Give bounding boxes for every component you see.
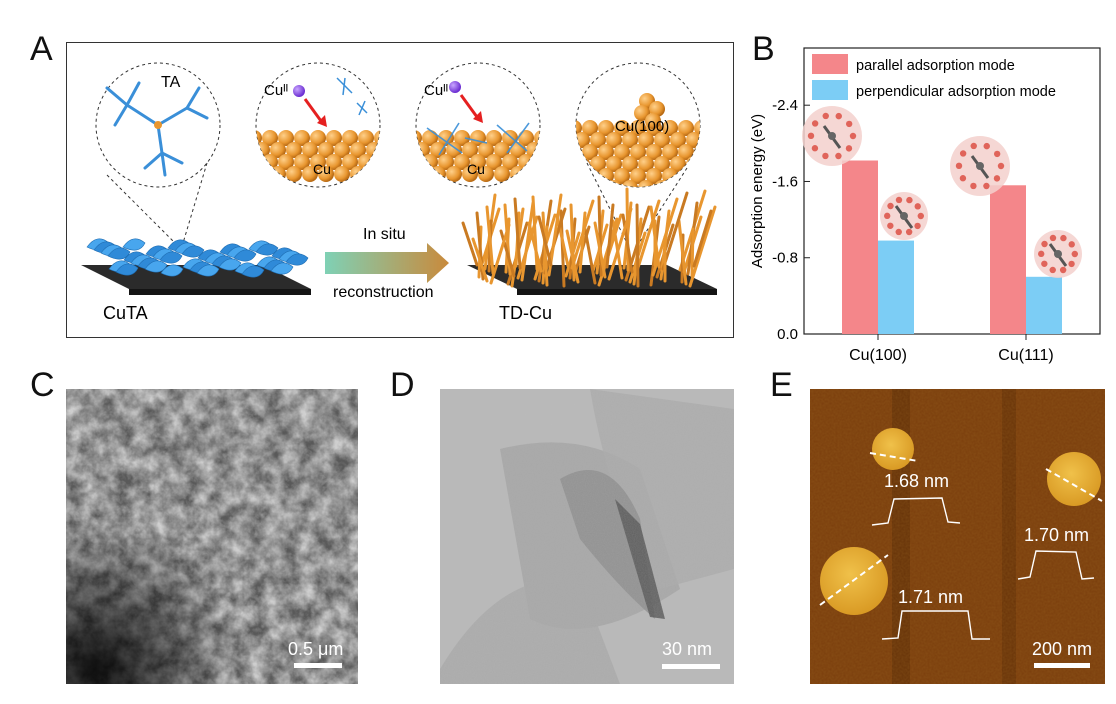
- scale-label-d: 30 nm: [662, 639, 713, 659]
- red-arrow-icon: [303, 98, 323, 122]
- red-arrow-icon-2: [459, 94, 479, 118]
- scale-bar-d: [662, 664, 720, 669]
- panel-a-letter: A: [30, 30, 53, 68]
- cu-label-2: Cu: [467, 161, 485, 177]
- y-tick-label: -0.8: [772, 250, 798, 267]
- ta-label: TA: [161, 74, 181, 91]
- flake-1: [872, 428, 914, 470]
- ta-molecule-icon: [105, 81, 209, 177]
- cu-label-1: Cu: [313, 161, 331, 177]
- tem-image: 30 nm: [440, 389, 734, 684]
- height-profile-3: [881, 610, 990, 640]
- panel-a-illustration: TA Cuᴵᴵ Cu Cuᴵᴵ Cu: [81, 62, 717, 323]
- y-axis-label: Adsorption energy (eV): [749, 114, 766, 268]
- afm-image: 1.68 nm 1.70 nm 1.71 nm 200 nm: [810, 389, 1105, 684]
- cu2-ion-icon-2: [449, 81, 461, 93]
- cu100-atoms: [576, 93, 700, 187]
- reconstruction-arrow-icon: [325, 243, 449, 283]
- bar-0-0: [842, 160, 878, 334]
- panel-c-letter: C: [30, 366, 55, 404]
- profile-label-2: 1.70 nm: [1024, 525, 1090, 545]
- height-profile-2: [1017, 550, 1095, 580]
- y-tick-label: 0.0: [777, 326, 798, 343]
- scale-label-c: 0.5 μm: [288, 639, 344, 659]
- panel-b-letter: B: [752, 30, 775, 68]
- cuta-film: [86, 238, 309, 278]
- bar-1-0: [878, 240, 914, 334]
- cu-nanowires: [461, 187, 717, 288]
- sem-image: 0.5 μm: [66, 389, 358, 684]
- bar-1-1: [1026, 276, 1062, 334]
- adsorption-energy-chart: -2.4 -1.6 -0.8 0.0 Adsorption energy (eV) Cu(…: [749, 47, 1101, 364]
- cu100-label: Cu(100): [615, 118, 669, 135]
- arrow-bottom-label: reconstruction: [333, 284, 434, 301]
- legend-swatch-0: [812, 54, 848, 74]
- scale-label-e: 200 nm: [1032, 639, 1093, 659]
- y-tick-label: -2.4: [772, 97, 798, 114]
- profile-label-1: 1.68 nm: [884, 471, 950, 491]
- cu2-ion-icon: [293, 85, 305, 97]
- legend-label-0: parallel adsorption mode: [856, 58, 1015, 74]
- cu-surface-atoms: [256, 130, 380, 182]
- cu2-label-1: Cuᴵᴵ: [264, 82, 288, 99]
- legend-swatch-1: [812, 80, 848, 100]
- arrow-top-label: In situ: [363, 226, 406, 243]
- tdcu-label: TD-Cu: [499, 303, 552, 323]
- category-label: Cu(100): [849, 347, 907, 364]
- panel-e-letter: E: [770, 366, 793, 404]
- panel-a-schematic: TA Cuᴵᴵ Cu Cuᴵᴵ Cu: [66, 42, 734, 338]
- panel-d-letter: D: [390, 366, 415, 404]
- height-profile-1: [871, 497, 961, 526]
- cu2-label-2: Cuᴵᴵ: [424, 82, 448, 99]
- scale-bar-e: [1034, 663, 1090, 668]
- bar-0-1: [990, 185, 1026, 334]
- scale-bar-c: [294, 663, 342, 668]
- legend-label-1: perpendicular adsorption mode: [856, 84, 1056, 100]
- y-tick-label: -1.6: [772, 173, 798, 190]
- profile-label-3: 1.71 nm: [898, 587, 964, 607]
- cuta-label: CuTA: [103, 303, 148, 323]
- flake-2: [1047, 452, 1101, 506]
- small-ta-icon: [336, 77, 368, 116]
- category-label: Cu(111): [998, 347, 1053, 364]
